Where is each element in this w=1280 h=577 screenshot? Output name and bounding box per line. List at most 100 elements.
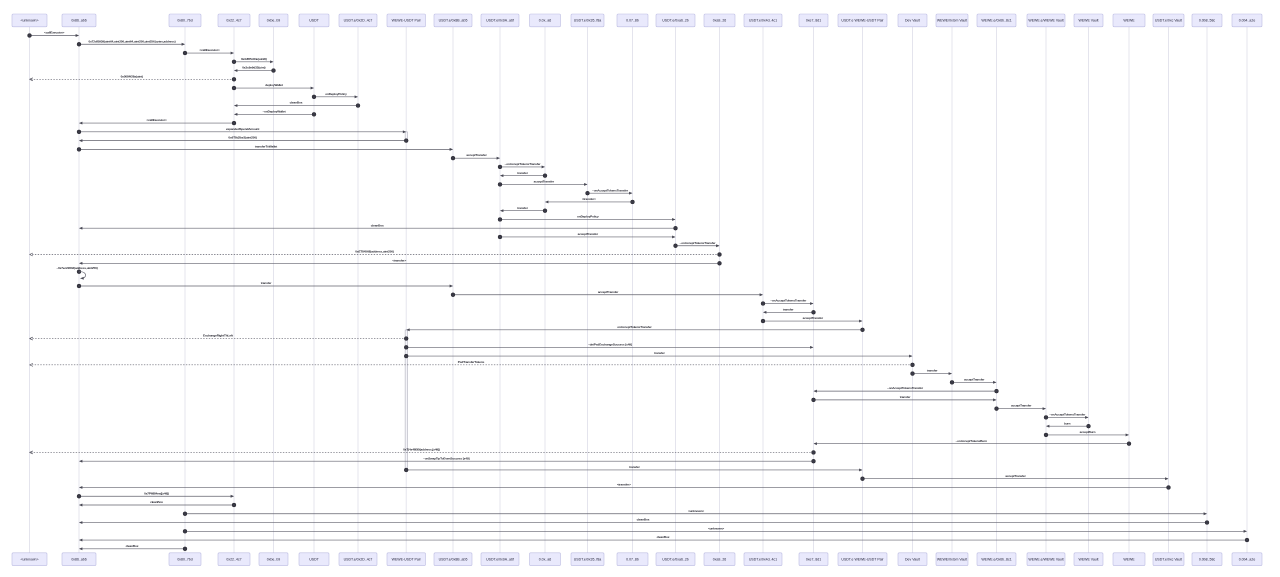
svg-text:WEWE: WEWE bbox=[1123, 19, 1135, 23]
svg-text:0.0b8..58c: 0.0b8..58c bbox=[1199, 19, 1216, 23]
svg-text:~onSwapTipToEvenSuccess [x49]: ~onSwapTipToEvenSuccess [x49] bbox=[423, 456, 469, 460]
svg-text:<transfer>: <transfer> bbox=[392, 258, 406, 262]
svg-text:USDT.e/0x2D..4c7: USDT.e/0x2D..4c7 bbox=[344, 557, 373, 561]
svg-text:USDT.e/0x4d..4c1: USDT.e/0x4d..4c1 bbox=[749, 557, 777, 561]
svg-text:WEWE.e/0x6b..8c1: WEWE.e/0x6b..8c1 bbox=[981, 557, 1011, 561]
svg-text:0x3c9e9d32(uint): 0x3c9e9d32(uint) bbox=[242, 66, 265, 70]
svg-text:USDT.e/0xc Vault: USDT.e/0xc Vault bbox=[1155, 557, 1182, 561]
svg-text:0.0b4..a2e: 0.0b4..a2e bbox=[1239, 19, 1256, 23]
svg-text:onAcceptTokensTransfer: onAcceptTokensTransfer bbox=[617, 325, 652, 329]
svg-text:0x72df5939(uint64,uint256,uint: 0x72df5939(uint64,uint256,uint64,uint256… bbox=[88, 39, 175, 43]
svg-text:0x5084f28a(uint): 0x5084f28a(uint) bbox=[121, 74, 143, 78]
svg-text:<unknown>: <unknown> bbox=[708, 526, 724, 530]
svg-text:~deiPsdExchangeSuccess [s49]: ~deiPsdExchangeSuccess [s49] bbox=[588, 342, 632, 346]
svg-text:WEWE: WEWE bbox=[1123, 557, 1135, 561]
svg-text:WEWE.e/WEWE Vault: WEWE.e/WEWE Vault bbox=[1028, 19, 1063, 23]
svg-text:~onAcceptTokensTransfer: ~onAcceptTokensTransfer bbox=[1049, 413, 1086, 417]
svg-text:WEWE Vault: WEWE Vault bbox=[1079, 557, 1099, 561]
svg-text:transfer: transfer bbox=[261, 281, 272, 285]
svg-text:cleanBox: cleanBox bbox=[637, 518, 650, 522]
svg-text:0.0b8..58c: 0.0b8..58c bbox=[1199, 557, 1216, 561]
svg-text:0xa9..26: 0xa9..26 bbox=[713, 19, 726, 23]
svg-text:WEWE.e/WEWE Vault: WEWE.e/WEWE Vault bbox=[1028, 557, 1063, 561]
svg-text:cleanBox: cleanBox bbox=[150, 500, 163, 504]
svg-text:USDT.e/0x9A..a6f: USDT.e/0x9A..a6f bbox=[486, 19, 514, 23]
svg-text:~onAcceptTokensTransfer: ~onAcceptTokensTransfer bbox=[887, 386, 924, 390]
svg-text:0x3d5f5c84e(uint8): 0x3d5f5c84e(uint8) bbox=[241, 57, 267, 61]
svg-text:0xbe..b9: 0xbe..b9 bbox=[267, 557, 280, 561]
svg-text:acceptTransfer: acceptTransfer bbox=[1011, 404, 1032, 408]
svg-text:WEWE/0xGm Vault: WEWE/0xGm Vault bbox=[937, 19, 967, 23]
svg-text:acceptTransfer: acceptTransfer bbox=[1005, 474, 1026, 478]
svg-text:USDT: USDT bbox=[309, 557, 319, 561]
svg-text:~onDeployWallet: ~onDeployWallet bbox=[262, 109, 285, 113]
svg-text:0xT)4x46BB(address,[x49]): 0xT)4x46BB(address,[x49]) bbox=[403, 448, 440, 452]
svg-text:0.0x..a6: 0.0x..a6 bbox=[539, 19, 552, 23]
svg-text:acceptBurn: acceptBurn bbox=[1080, 430, 1096, 434]
svg-text:acceptTransfer: acceptTransfer bbox=[964, 377, 985, 381]
svg-text:acceptTransfer: acceptTransfer bbox=[803, 316, 824, 320]
svg-text:USDT.e/0x8B..ab5: USDT.e/0x8B..ab5 bbox=[439, 557, 468, 561]
svg-text:USDT: USDT bbox=[309, 19, 319, 23]
svg-text:~onAcceptTokensBurn: ~onAcceptTokensBurn bbox=[955, 439, 987, 443]
svg-text:<transfer>: <transfer> bbox=[582, 197, 596, 201]
svg-text:acceptTransfer: acceptTransfer bbox=[534, 180, 555, 184]
svg-text:ExchangeRightThLeft: ExchangeRightThLeft bbox=[203, 334, 233, 338]
svg-text:USDT.e/0xa6..2b: USDT.e/0xa6..2b bbox=[662, 19, 689, 23]
svg-text:acceptTransfer: acceptTransfer bbox=[598, 290, 619, 294]
svg-text:onDeployPolicy: onDeployPolicy bbox=[577, 215, 599, 219]
svg-text:deployWallet: deployWallet bbox=[265, 83, 283, 87]
svg-text:acceptTransfer: acceptTransfer bbox=[466, 153, 487, 157]
svg-text:0x7P6884ex([x49]): 0x7P6884ex([x49]) bbox=[144, 491, 169, 495]
svg-text:transfer: transfer bbox=[900, 395, 911, 399]
svg-text:<unknown>: <unknown> bbox=[20, 19, 38, 23]
svg-text:0xbe..b9: 0xbe..b9 bbox=[267, 19, 280, 23]
svg-text:0x80..7bd: 0x80..7bd bbox=[177, 19, 192, 23]
svg-text:0.0x..a6: 0.0x..a6 bbox=[539, 557, 552, 561]
svg-text:WEWE/0xGm Vault: WEWE/0xGm Vault bbox=[937, 557, 967, 561]
svg-text:WEWE Vault: WEWE Vault bbox=[1079, 19, 1099, 23]
svg-text:0x22..4c7: 0x22..4c7 bbox=[226, 19, 241, 23]
svg-text:0x80..7bd: 0x80..7bd bbox=[177, 557, 192, 561]
svg-text:expandedSpendAmount: expandedSpendAmount bbox=[226, 127, 259, 131]
svg-text:USDT.e/0x8B..ab5: USDT.e/0x8B..ab5 bbox=[439, 19, 468, 23]
svg-text:0x6T8d2be3(uint256): 0x6T8d2be3(uint256) bbox=[228, 136, 256, 140]
svg-text:0.07..8b: 0.07..8b bbox=[626, 19, 639, 23]
svg-text:cleanBox: cleanBox bbox=[657, 535, 670, 539]
svg-text:USDT.e/0x35..f8a: USDT.e/0x35..f8a bbox=[574, 19, 601, 23]
svg-text:cleanBox: cleanBox bbox=[126, 544, 139, 548]
svg-text:USDT.e/0x9A..a6f: USDT.e/0x9A..a6f bbox=[486, 557, 514, 561]
svg-text:0.0b4..a2e: 0.0b4..a2e bbox=[1239, 557, 1256, 561]
svg-text:transfer: transfer bbox=[783, 307, 794, 311]
svg-text:PsdTransferTokens: PsdTransferTokens bbox=[458, 360, 485, 364]
svg-text:transfer: transfer bbox=[629, 465, 640, 469]
svg-text:WEWE-USDT Pair: WEWE-USDT Pair bbox=[392, 557, 422, 561]
svg-text:burn: burn bbox=[1064, 421, 1071, 425]
svg-text:0x86..ab6: 0x86..ab6 bbox=[71, 19, 86, 23]
svg-text:cleanBox: cleanBox bbox=[290, 101, 303, 105]
svg-text:~0x7ec22832(address,uint256): ~0x7ec22832(address,uint256) bbox=[56, 266, 97, 270]
svg-text:transfer: transfer bbox=[654, 351, 665, 355]
svg-text:~onAcceptTokensTransfer: ~onAcceptTokensTransfer bbox=[770, 299, 807, 303]
svg-text:0xe7..8d1: 0xe7..8d1 bbox=[806, 557, 821, 561]
svg-text:<unknown>: <unknown> bbox=[20, 557, 38, 561]
svg-text:WEWE-USDT Pair: WEWE-USDT Pair bbox=[392, 19, 422, 23]
svg-text:USDT.e/0x4d..4c1: USDT.e/0x4d..4c1 bbox=[749, 19, 777, 23]
svg-text:~onAcceptTokensTransfer: ~onAcceptTokensTransfer bbox=[592, 188, 629, 192]
svg-text:onDeployPolicy: onDeployPolicy bbox=[325, 92, 347, 96]
svg-text:0x22..4c7: 0x22..4c7 bbox=[226, 557, 241, 561]
svg-text:<callExecutor>: <callExecutor> bbox=[146, 118, 167, 122]
svg-text:<unknown>: <unknown> bbox=[688, 509, 704, 513]
svg-text:transfer: transfer bbox=[927, 369, 938, 373]
svg-text:<callExecutor>: <callExecutor> bbox=[44, 31, 65, 35]
svg-text:0xe7..8d1: 0xe7..8d1 bbox=[806, 19, 821, 23]
svg-text:0xa9..26: 0xa9..26 bbox=[713, 557, 726, 561]
svg-text:~onAcceptTokensTransfer: ~onAcceptTokensTransfer bbox=[505, 162, 542, 166]
svg-text:acceptTransfer: acceptTransfer bbox=[578, 232, 599, 236]
svg-text:transfer: transfer bbox=[517, 171, 528, 175]
svg-text:0xET84568(address,uint256): 0xET84568(address,uint256) bbox=[355, 250, 394, 254]
svg-text:USDT.e/0xc Vault: USDT.e/0xc Vault bbox=[1155, 19, 1182, 23]
svg-text:Dev Vault: Dev Vault bbox=[905, 557, 920, 561]
svg-text:USDT.e WEWE-USDT Pair: USDT.e WEWE-USDT Pair bbox=[841, 557, 884, 561]
svg-text:Dev Vault: Dev Vault bbox=[905, 19, 920, 23]
